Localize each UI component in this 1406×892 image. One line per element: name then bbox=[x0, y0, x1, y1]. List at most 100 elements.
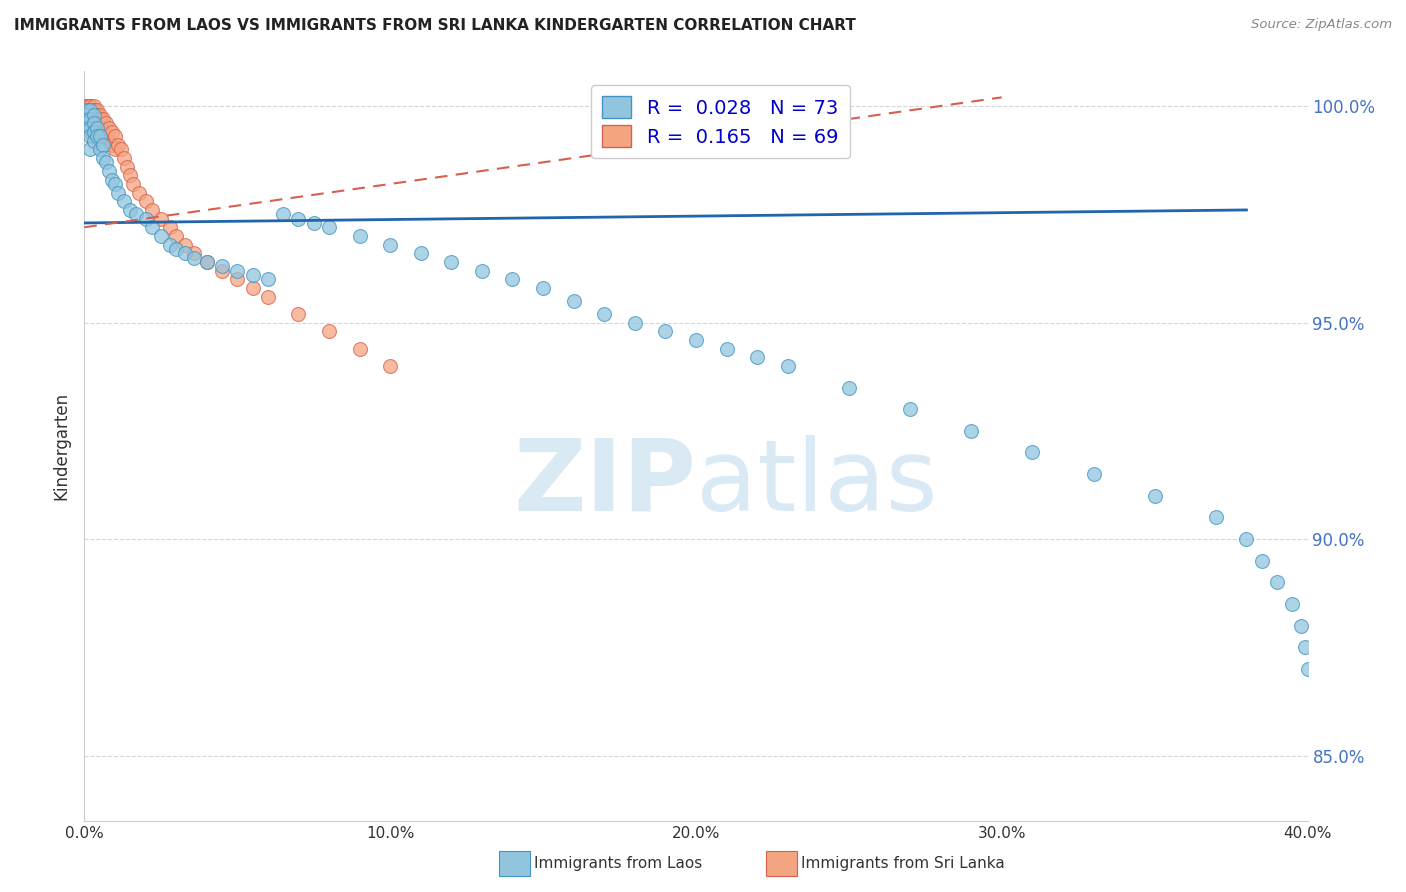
Point bbox=[776, 359, 799, 373]
Point bbox=[79, 120, 101, 135]
Point bbox=[97, 164, 120, 178]
Point bbox=[195, 255, 218, 269]
Point bbox=[76, 108, 98, 122]
Point bbox=[89, 120, 111, 135]
Point bbox=[1205, 510, 1227, 524]
Point bbox=[91, 138, 114, 153]
Text: ZIP: ZIP bbox=[513, 435, 696, 532]
Point bbox=[1250, 554, 1272, 568]
Point bbox=[125, 207, 148, 221]
Point bbox=[76, 108, 98, 122]
Point bbox=[409, 246, 432, 260]
Point bbox=[86, 103, 108, 118]
Point bbox=[89, 108, 111, 122]
Point bbox=[83, 134, 105, 148]
Point bbox=[86, 120, 108, 135]
Point bbox=[654, 324, 676, 338]
Point bbox=[86, 116, 108, 130]
Point bbox=[76, 99, 98, 113]
Point bbox=[1083, 467, 1105, 482]
Point bbox=[76, 103, 98, 118]
Point bbox=[211, 263, 233, 277]
Point bbox=[562, 293, 585, 308]
Point bbox=[104, 177, 127, 191]
Point bbox=[76, 108, 98, 122]
Point bbox=[76, 112, 98, 126]
Y-axis label: Kindergarten: Kindergarten bbox=[52, 392, 70, 500]
Point bbox=[101, 125, 124, 139]
Point bbox=[76, 112, 98, 126]
Point bbox=[89, 112, 111, 126]
Point bbox=[79, 120, 101, 135]
Point bbox=[122, 177, 145, 191]
Point bbox=[79, 129, 101, 144]
Point bbox=[83, 99, 105, 113]
Point bbox=[101, 172, 124, 186]
Point bbox=[211, 259, 233, 273]
Point bbox=[76, 120, 98, 135]
Point bbox=[79, 103, 101, 118]
Point bbox=[135, 194, 157, 209]
Point bbox=[1294, 640, 1316, 655]
Text: atlas: atlas bbox=[696, 435, 938, 532]
Point bbox=[226, 263, 249, 277]
Point bbox=[183, 251, 205, 265]
Point bbox=[593, 307, 616, 321]
Point bbox=[135, 211, 157, 226]
Point bbox=[349, 229, 371, 244]
Point bbox=[624, 316, 647, 330]
Point bbox=[159, 220, 181, 235]
Point bbox=[86, 129, 108, 144]
Text: Immigrants from Sri Lanka: Immigrants from Sri Lanka bbox=[801, 856, 1005, 871]
Point bbox=[471, 263, 494, 277]
Point bbox=[101, 138, 124, 153]
Point bbox=[440, 255, 463, 269]
Point bbox=[112, 194, 135, 209]
Point bbox=[1143, 489, 1166, 503]
Point bbox=[226, 272, 249, 286]
Point bbox=[195, 255, 218, 269]
Point bbox=[76, 99, 98, 113]
Point bbox=[110, 142, 132, 156]
Point bbox=[380, 359, 402, 373]
Point bbox=[149, 229, 172, 244]
Point bbox=[76, 103, 98, 118]
Point bbox=[141, 220, 163, 235]
Point bbox=[242, 281, 264, 295]
Point bbox=[83, 103, 105, 118]
Point bbox=[79, 112, 101, 126]
Point bbox=[83, 116, 105, 130]
Point bbox=[76, 112, 98, 126]
Point bbox=[83, 108, 105, 122]
Point bbox=[502, 272, 524, 286]
Point bbox=[716, 342, 738, 356]
Point bbox=[97, 134, 120, 148]
Point bbox=[83, 125, 105, 139]
Point bbox=[86, 108, 108, 122]
Point bbox=[94, 116, 117, 130]
Point bbox=[380, 237, 402, 252]
Point bbox=[302, 216, 325, 230]
Point bbox=[531, 281, 554, 295]
Point bbox=[747, 350, 769, 364]
Point bbox=[1281, 597, 1303, 611]
Point bbox=[76, 103, 98, 118]
Point bbox=[79, 103, 101, 118]
Point bbox=[83, 112, 105, 126]
Point bbox=[91, 112, 114, 126]
Point bbox=[287, 211, 309, 226]
Point bbox=[94, 129, 117, 144]
Point bbox=[104, 142, 127, 156]
Point bbox=[104, 129, 127, 144]
Point bbox=[257, 289, 280, 303]
Point bbox=[960, 424, 983, 438]
Point bbox=[79, 99, 101, 113]
Point bbox=[83, 125, 105, 139]
Point bbox=[685, 333, 707, 347]
Point bbox=[149, 211, 172, 226]
Point bbox=[97, 120, 120, 135]
Point bbox=[79, 142, 101, 156]
Point bbox=[120, 169, 142, 183]
Point bbox=[107, 186, 129, 200]
Point bbox=[86, 112, 108, 126]
